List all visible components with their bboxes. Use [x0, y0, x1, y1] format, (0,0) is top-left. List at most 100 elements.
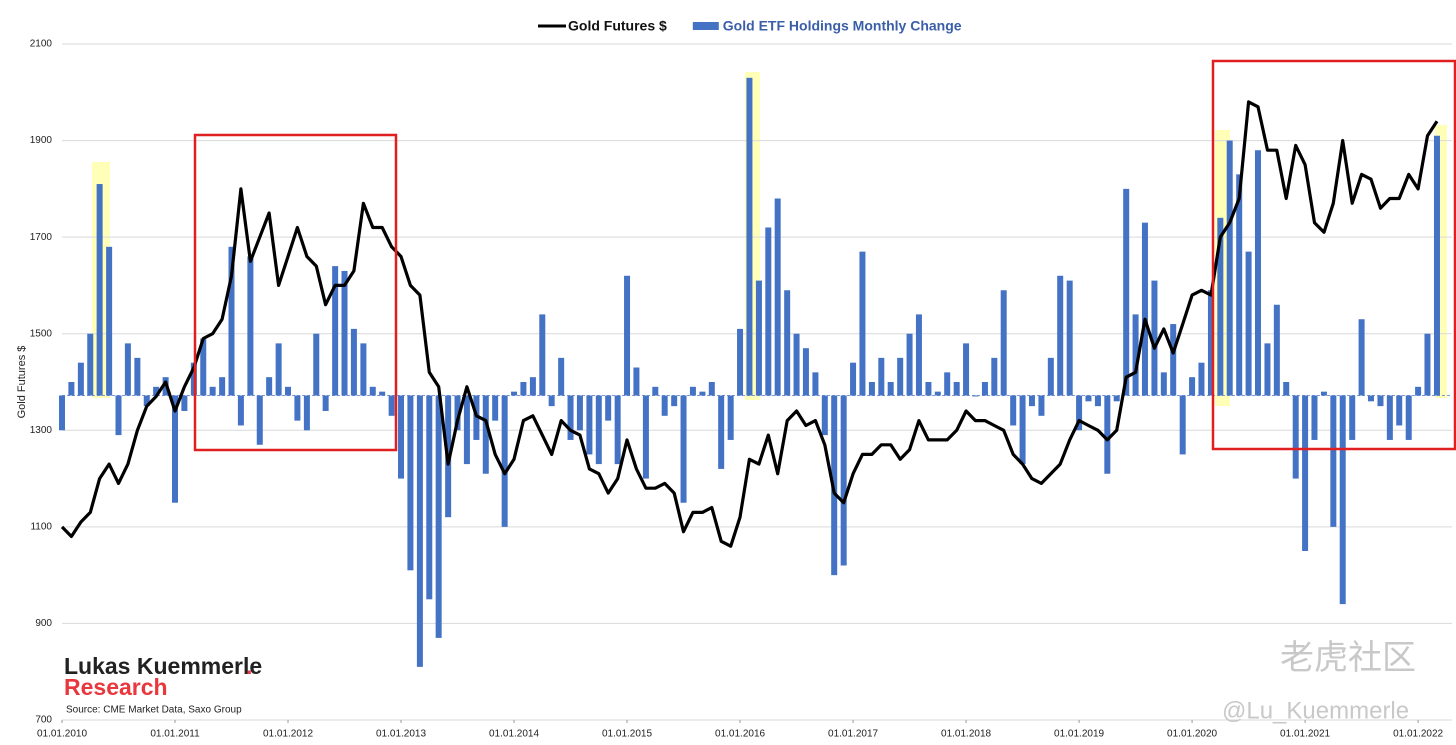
bar	[143, 395, 150, 407]
x-tick-label: 01.01.2015	[602, 729, 652, 740]
boxes	[193, 59, 1456, 452]
bar	[529, 377, 536, 396]
bar	[718, 395, 725, 469]
bar	[1292, 395, 1299, 479]
bar	[614, 395, 621, 465]
bar	[124, 343, 131, 396]
bar	[463, 395, 470, 465]
bar	[793, 333, 800, 396]
x-tick-label: 01.01.2010	[37, 729, 87, 740]
bar	[1132, 314, 1139, 396]
bar	[1104, 395, 1111, 474]
bar	[633, 367, 640, 396]
bar	[237, 395, 244, 426]
bar	[322, 395, 329, 411]
bar	[181, 395, 188, 411]
y-tick-label: 1900	[30, 135, 53, 146]
bar	[501, 395, 508, 527]
bar	[1217, 217, 1224, 396]
bar	[285, 386, 292, 396]
bar	[228, 246, 235, 396]
bar	[1311, 395, 1318, 440]
bar	[991, 357, 998, 396]
bar	[576, 395, 583, 431]
bar	[398, 395, 405, 479]
lines	[60, 100, 1439, 548]
bar	[821, 395, 828, 436]
bar	[755, 280, 762, 396]
x-tick-label: 01.01.2012	[263, 729, 313, 740]
bar	[360, 343, 367, 396]
bar	[1160, 372, 1167, 396]
x-tick-label: 01.01.2016	[715, 729, 765, 740]
bar	[1358, 319, 1365, 396]
bar	[1302, 395, 1309, 551]
bar	[774, 198, 781, 396]
bar	[972, 395, 979, 397]
bar	[266, 377, 273, 396]
y-tick-label: 2100	[30, 39, 53, 50]
bar	[1189, 377, 1196, 396]
highlight-box	[193, 133, 398, 452]
bar	[915, 314, 922, 396]
bar	[934, 391, 941, 396]
bar	[1254, 150, 1261, 396]
bar	[1123, 188, 1130, 396]
bar	[1320, 391, 1327, 396]
bar	[1330, 395, 1337, 527]
bar	[87, 333, 94, 396]
bar	[548, 395, 555, 407]
bar	[586, 395, 593, 455]
bar	[981, 382, 988, 396]
bar	[1415, 386, 1422, 396]
bar	[699, 391, 706, 396]
bar	[708, 382, 715, 396]
bar	[868, 382, 875, 396]
bar	[153, 386, 160, 396]
bar	[77, 362, 84, 396]
bar	[379, 391, 386, 396]
bar	[520, 382, 527, 396]
bar	[1273, 304, 1280, 396]
bar	[1019, 395, 1026, 465]
bar	[369, 386, 376, 396]
bar	[689, 386, 696, 396]
bar	[727, 395, 734, 440]
x-tick-label: 01.01.2013	[376, 729, 426, 740]
y-tick-label: 700	[35, 715, 52, 726]
bar	[746, 77, 753, 396]
bar	[897, 357, 904, 396]
bar	[1198, 362, 1205, 396]
y-tick-label: 1100	[30, 521, 52, 532]
bar	[1057, 275, 1064, 396]
bar	[435, 395, 442, 638]
bar	[887, 382, 894, 396]
bar	[96, 184, 103, 396]
bar	[407, 395, 414, 571]
brand-research: Research	[64, 674, 168, 700]
x-tick-label: 01.01.2011	[150, 729, 200, 740]
bar	[492, 395, 499, 421]
bar	[256, 395, 263, 445]
bar	[68, 382, 75, 396]
bar	[313, 333, 320, 396]
bar	[1339, 395, 1346, 605]
legend-label: Gold ETF Holdings Monthly Change	[723, 18, 962, 34]
y-tick-label: 1300	[30, 425, 53, 436]
bar	[963, 343, 970, 396]
bar	[567, 395, 574, 440]
bar	[1207, 290, 1214, 396]
bar	[426, 395, 433, 600]
bar	[878, 357, 885, 396]
brand-name: Lukas Kuemmerle	[64, 653, 262, 679]
bar	[1245, 251, 1252, 396]
bar	[680, 395, 687, 503]
bar	[59, 395, 65, 431]
bar	[200, 338, 207, 396]
bar	[106, 246, 113, 396]
bar	[1066, 280, 1073, 396]
bar	[1047, 357, 1054, 396]
watermark: 老虎社区	[1280, 639, 1416, 677]
bar	[1226, 140, 1233, 396]
